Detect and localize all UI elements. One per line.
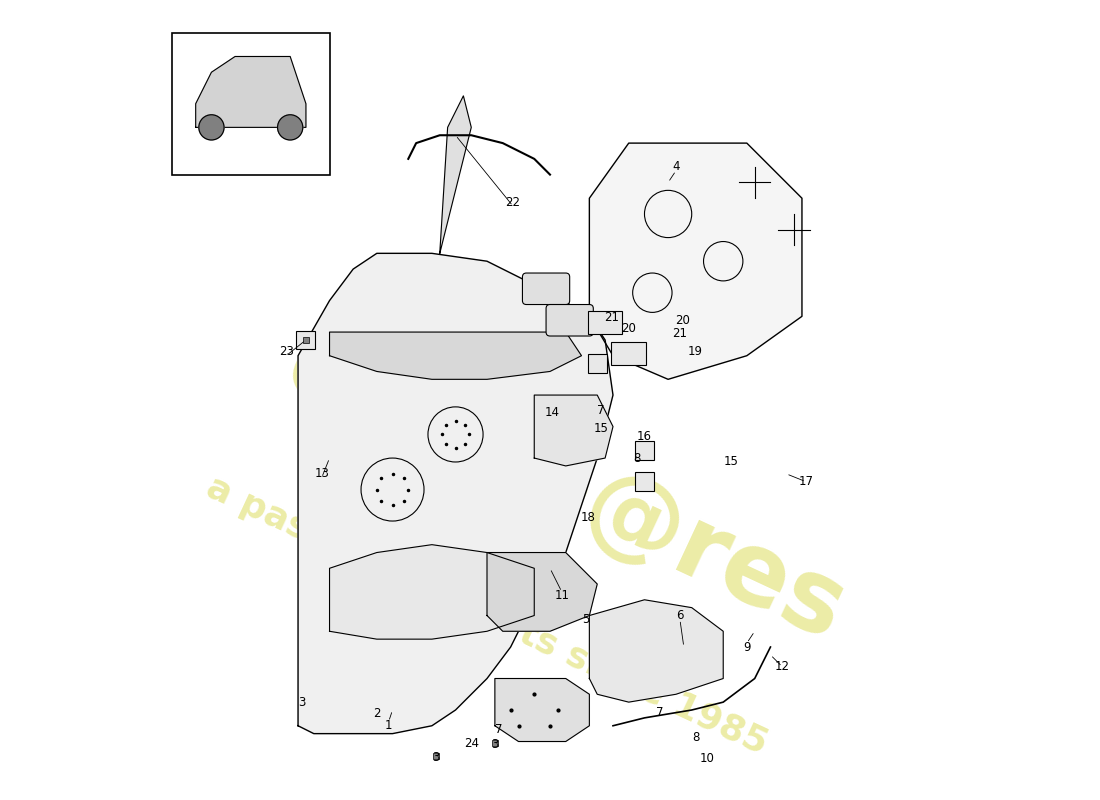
FancyBboxPatch shape	[172, 33, 330, 174]
Text: 10: 10	[700, 752, 715, 766]
Text: 19: 19	[689, 346, 703, 358]
Circle shape	[277, 114, 302, 140]
Polygon shape	[330, 545, 535, 639]
Text: 7: 7	[657, 706, 664, 719]
Text: 21: 21	[672, 327, 688, 340]
FancyBboxPatch shape	[546, 305, 593, 336]
Text: 1: 1	[385, 719, 393, 732]
FancyBboxPatch shape	[522, 273, 570, 305]
Text: 13: 13	[315, 467, 329, 480]
Text: 4: 4	[672, 160, 680, 174]
Text: 16: 16	[637, 430, 652, 442]
Text: 3: 3	[432, 750, 440, 764]
Text: 15: 15	[594, 422, 608, 434]
Text: 7: 7	[597, 404, 605, 418]
Text: 9: 9	[744, 641, 750, 654]
Text: 24: 24	[464, 737, 478, 750]
Text: 3: 3	[298, 696, 306, 709]
Text: 23: 23	[278, 346, 294, 358]
Polygon shape	[495, 678, 590, 742]
Text: 14: 14	[544, 406, 560, 419]
Text: 6: 6	[676, 609, 684, 622]
FancyBboxPatch shape	[587, 311, 623, 334]
Polygon shape	[590, 143, 802, 379]
Text: 22: 22	[506, 196, 520, 209]
FancyBboxPatch shape	[635, 441, 653, 460]
Text: 20: 20	[674, 314, 690, 326]
Text: 17: 17	[799, 475, 813, 488]
Text: 7: 7	[495, 723, 503, 736]
Text: 20: 20	[621, 322, 636, 334]
Text: a passion for parts since 1985: a passion for parts since 1985	[201, 470, 773, 761]
Text: 12: 12	[774, 660, 790, 674]
Text: europ@res: europ@res	[271, 318, 860, 662]
Text: 11: 11	[554, 590, 570, 602]
Circle shape	[199, 114, 224, 140]
Polygon shape	[440, 96, 471, 254]
Text: 5: 5	[582, 613, 590, 626]
Text: 8: 8	[632, 451, 640, 465]
Text: 18: 18	[581, 510, 595, 524]
Text: 15: 15	[724, 455, 738, 469]
FancyBboxPatch shape	[635, 472, 653, 491]
FancyBboxPatch shape	[587, 354, 607, 373]
Text: 2: 2	[373, 707, 381, 721]
Text: 21: 21	[604, 311, 619, 325]
Polygon shape	[298, 254, 613, 734]
Polygon shape	[535, 395, 613, 466]
Polygon shape	[487, 553, 597, 631]
Text: 8: 8	[692, 731, 700, 744]
Polygon shape	[590, 600, 723, 702]
FancyBboxPatch shape	[612, 342, 646, 365]
Polygon shape	[330, 332, 582, 379]
Polygon shape	[196, 57, 306, 127]
FancyBboxPatch shape	[297, 330, 316, 350]
Text: 3: 3	[492, 738, 498, 751]
